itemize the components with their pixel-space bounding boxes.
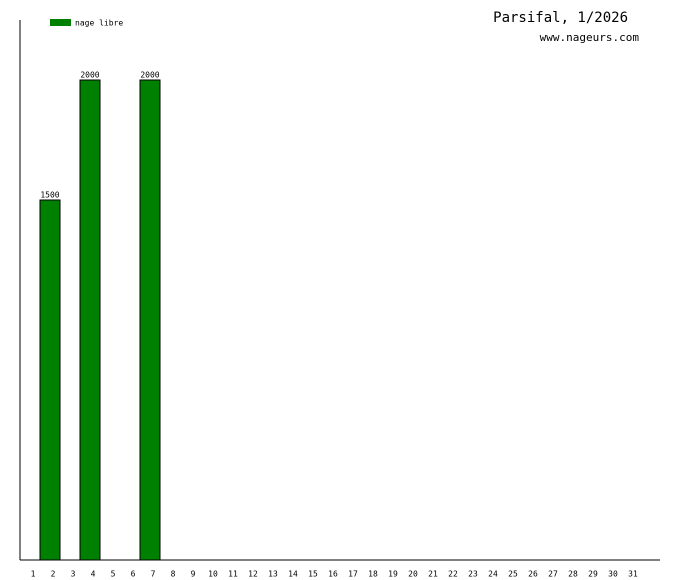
x-tick-label: 8 [171, 570, 176, 579]
x-tick-label: 26 [528, 570, 538, 579]
x-tick-label: 23 [468, 570, 478, 579]
x-tick-label: 17 [348, 570, 358, 579]
x-tick-label: 9 [191, 570, 196, 579]
x-tick-label: 10 [208, 570, 218, 579]
chart-subtitle: www.nageurs.com [540, 31, 640, 44]
legend-label: nage libre [75, 19, 123, 28]
x-tick-label: 5 [111, 570, 116, 579]
chart-title: Parsifal, 1/2026 [493, 10, 628, 26]
x-tick-label: 11 [228, 570, 238, 579]
x-tick-label: 13 [268, 570, 278, 579]
x-tick-label: 3 [71, 570, 76, 579]
x-tick-label: 14 [288, 570, 298, 579]
value-label: 1500 [40, 191, 59, 200]
x-tick-label: 24 [488, 570, 498, 579]
x-tick-label: 20 [408, 570, 418, 579]
bar [39, 199, 61, 561]
x-tick-label: 1 [31, 570, 36, 579]
value-label: 2000 [140, 71, 159, 80]
x-tick-label: 7 [151, 570, 156, 579]
x-tick-label: 31 [628, 570, 638, 579]
x-tick-label: 18 [368, 570, 378, 579]
x-tick-label: 30 [608, 570, 618, 579]
x-tick-label: 25 [508, 570, 518, 579]
bar [139, 79, 161, 561]
legend-swatch [50, 19, 71, 26]
x-tick-label: 2 [51, 570, 56, 579]
bar [79, 79, 101, 561]
x-tick-label: 21 [428, 570, 438, 579]
x-tick-label: 27 [548, 570, 558, 579]
x-tick-label: 15 [308, 570, 318, 579]
x-tick-label: 22 [448, 570, 458, 579]
x-tick-label: 4 [91, 570, 96, 579]
x-tick-label: 19 [388, 570, 398, 579]
x-tick-label: 16 [328, 570, 338, 579]
x-tick-label: 29 [588, 570, 598, 579]
x-tick-label: 6 [131, 570, 136, 579]
x-tick-label: 28 [568, 570, 578, 579]
value-label: 2000 [80, 71, 99, 80]
x-tick-label: 12 [248, 570, 258, 579]
